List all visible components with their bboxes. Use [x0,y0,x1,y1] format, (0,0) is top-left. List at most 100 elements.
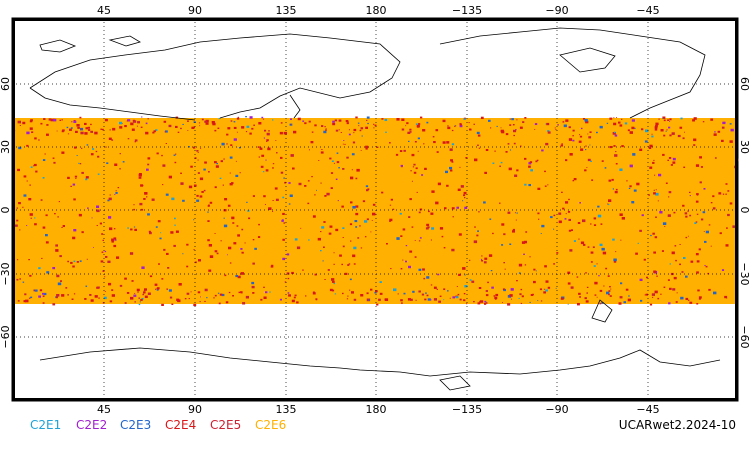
occultation-point [134,301,136,303]
occultation-point [619,124,623,127]
occultation-point [214,294,217,297]
occultation-point [72,265,75,268]
occultation-point [308,149,310,151]
occultation-point [668,302,671,305]
occultation-point [612,132,616,135]
occultation-point [267,147,271,151]
occultation-point [478,147,481,149]
occultation-point [477,302,481,305]
occultation-point [718,192,722,195]
occultation-point [669,118,672,121]
occultation-point [499,165,501,167]
occultation-point [341,263,343,266]
occultation-point [627,129,630,132]
occultation-point [258,156,260,158]
occultation-point [585,300,589,303]
occultation-point [16,219,19,222]
occultation-point [501,244,504,246]
occultation-point [685,215,688,218]
occultation-point [420,116,423,119]
occultation-point [168,289,172,292]
occultation-point [609,295,612,297]
occultation-point [151,198,155,201]
occultation-point [293,296,296,299]
occultation-point [136,125,138,127]
occultation-point [584,297,587,300]
occultation-point [115,190,117,192]
occultation-point [39,289,43,292]
occultation-point [154,283,158,286]
occultation-point [695,164,700,167]
occultation-point [376,146,379,148]
occultation-point [141,298,144,300]
occultation-point [534,123,538,125]
occultation-point [522,121,525,123]
occultation-point [133,208,135,211]
occultation-point [579,202,581,204]
occultation-point [613,145,616,147]
occultation-point [732,225,736,228]
occultation-point [543,291,546,294]
occultation-point [61,151,65,154]
occultation-point [33,163,37,167]
occultation-point [410,128,412,130]
lon-label: −45 [636,4,659,17]
occultation-point [323,221,326,223]
occultation-point [372,212,376,216]
lon-label: −135 [452,4,482,17]
occultation-point [451,248,455,252]
occultation-point [42,159,46,161]
occultation-point [130,228,133,231]
occultation-point [348,129,350,131]
occultation-point [147,157,151,160]
occultation-point [422,268,425,271]
occultation-point [477,144,479,146]
occultation-point [619,213,623,216]
occultation-point [272,167,274,169]
occultation-point [73,229,77,232]
occultation-point [513,142,516,145]
occultation-point [700,218,704,221]
occultation-point [599,302,602,305]
occultation-point [644,294,646,296]
occultation-point [67,260,69,263]
occultation-point [509,294,513,297]
occultation-point [333,252,335,254]
occultation-point [140,126,143,128]
occultation-point [627,298,631,302]
occultation-point [141,116,143,118]
occultation-point [156,289,159,291]
occultation-point [114,194,116,195]
occultation-point [174,224,176,226]
occultation-point [494,296,498,300]
occultation-point [292,167,295,170]
occultation-point [656,275,658,277]
occultation-point [317,237,321,241]
occultation-point [435,201,439,205]
occultation-point [432,136,435,138]
occultation-point [442,119,446,123]
occultation-point [138,176,142,179]
occultation-point [352,141,356,144]
occultation-point [433,141,436,144]
occultation-point [335,178,338,180]
occultation-point [503,262,505,264]
occultation-point [207,205,210,207]
occultation-point [96,205,100,208]
occultation-point [355,212,359,216]
occultation-point [133,120,137,123]
occultation-point [344,272,348,275]
occultation-point [97,286,100,289]
occultation-point [287,292,290,294]
occultation-point [431,227,435,230]
occultation-point [175,230,179,233]
occultation-point [458,233,462,236]
occultation-point [426,223,430,227]
occultation-point [61,227,63,228]
occultation-point [33,165,35,167]
occultation-point [515,219,517,221]
occultation-point [570,286,574,289]
occultation-point [148,230,151,233]
occultation-point [162,164,166,167]
occultation-point [357,122,360,124]
